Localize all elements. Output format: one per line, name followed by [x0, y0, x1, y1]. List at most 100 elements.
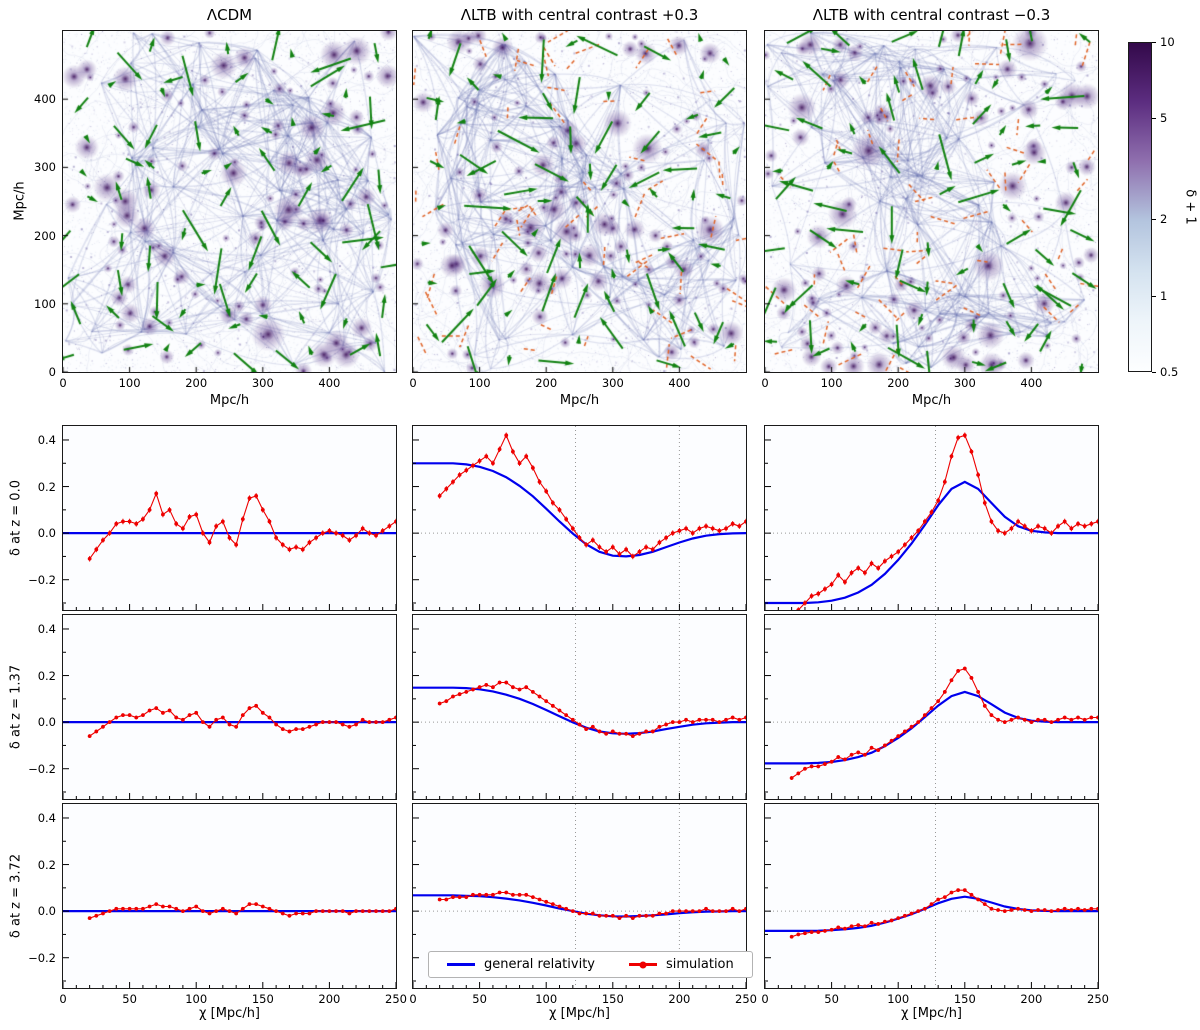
colorbar-tick-label: 1: [1160, 288, 1168, 303]
bottom-x-tick-label: 150: [953, 992, 976, 1006]
top-y-tick-label: 200: [34, 228, 56, 243]
legend-sim-line-swatch: [628, 961, 657, 968]
bottom-x-tick-label: 0: [761, 992, 769, 1006]
density-map-ltb-plus: [413, 31, 746, 372]
bottom-x-tick-label: 250: [385, 992, 407, 1006]
top-y-tick-label: 300: [34, 160, 56, 175]
top-x-tick-label: 0: [761, 376, 769, 390]
colorbar-tick-label: 5: [1160, 111, 1168, 126]
legend-sim-label: simulation: [665, 957, 734, 972]
colorbar-label: δ + 1: [1182, 189, 1198, 225]
panel-title-ltb-minus: ΛLTB with central contrast −0.3: [812, 6, 1051, 24]
colorbar-tick-mark: [1152, 219, 1156, 221]
colorbar-tick-label: 2: [1160, 212, 1168, 227]
top-x-tick-label: 100: [118, 376, 141, 390]
bottom-x-tick-label: 100: [185, 992, 208, 1006]
top-x-axis-label-1: Mpc/h: [209, 393, 250, 408]
bottom-x-tick-label: 0: [409, 992, 417, 1006]
bottom-x-axis-label-3: χ [Mpc/h]: [900, 1006, 963, 1021]
profile-panel-lcdm-z372: [62, 803, 397, 989]
gr-curve: [765, 480, 1098, 605]
legend-gr-line-swatch: [447, 963, 475, 966]
row-label-z372: δ at z = 3.72: [8, 853, 24, 939]
top-x-tick-label: 200: [887, 376, 910, 390]
bottom-y-tick-label: 0.2: [37, 857, 56, 872]
legend-item-gr: general relativity: [447, 957, 595, 972]
legend: general relativity simulation: [428, 951, 753, 978]
bottom-x-tick-label: 200: [668, 992, 691, 1006]
bottom-y-tick-label: 0.0: [37, 904, 56, 919]
top-x-tick-label: 100: [820, 376, 843, 390]
colorbar-tick-label: 10: [1160, 35, 1175, 49]
top-x-axis-label-2: Mpc/h: [559, 393, 600, 408]
bottom-x-tick-label: 200: [1020, 992, 1043, 1006]
top-x-tick-label: 300: [953, 376, 976, 390]
bottom-y-tick-label: 0.0: [37, 715, 56, 730]
gr-curve: [765, 895, 1098, 932]
legend-sim-dot: [639, 961, 647, 968]
profile-panel-ltbplus-z137: [412, 614, 747, 800]
top-x-tick-label: 300: [251, 376, 274, 390]
top-x-tick-label: 400: [668, 376, 691, 390]
profile-panel-ltbminus-z137: [764, 614, 1099, 800]
colorbar-tick-mark: [1152, 295, 1156, 297]
bottom-x-tick-label: 150: [601, 992, 624, 1006]
panel-title-ltb-plus: ΛLTB with central contrast +0.3: [460, 6, 699, 24]
row-label-z0: δ at z = 0.0: [8, 480, 24, 556]
top-x-tick-label: 100: [468, 376, 491, 390]
profile-panel-lcdm-z137: [62, 614, 397, 800]
legend-item-sim: simulation: [628, 957, 734, 972]
top-y-tick-label: 400: [34, 92, 56, 107]
colorbar-tick-mark: [1152, 42, 1156, 43]
bottom-y-tick-label: 0.2: [37, 479, 56, 494]
colorbar-tick-mark: [1152, 372, 1156, 373]
bottom-x-tick-label: 50: [472, 992, 487, 1006]
colorbar-tick-label: 0.5: [1160, 365, 1179, 379]
row-label-z137: δ at z = 1.37: [8, 664, 24, 750]
bottom-x-axis-label-1: χ [Mpc/h]: [198, 1006, 261, 1021]
bottom-x-tick-label: 250: [735, 992, 757, 1006]
top-x-tick-label: 0: [59, 376, 67, 390]
gr-curve: [413, 686, 746, 735]
gr-curve: [413, 462, 746, 558]
bottom-y-tick-label: −0.2: [28, 761, 56, 776]
top-x-tick-label: 0: [409, 376, 417, 390]
legend-gr-label: general relativity: [484, 957, 595, 972]
profile-panel-ltbminus-z372: [764, 803, 1099, 989]
simulation-curve: [797, 434, 1098, 610]
profile-panel-lcdm-z0: [62, 425, 397, 611]
bottom-x-axis-label-2: χ [Mpc/h]: [548, 1006, 611, 1021]
bottom-y-tick-label: 0.0: [37, 526, 56, 541]
colorbar-tick-mark: [1152, 118, 1156, 120]
bottom-y-tick-label: −0.2: [28, 572, 56, 587]
density-panel-ltb-minus: [764, 30, 1099, 373]
top-y-axis-label: Mpc/h: [12, 181, 28, 221]
density-map-lcdm: [63, 31, 396, 372]
simulation-curve: [89, 491, 396, 560]
bottom-y-tick-label: 0.4: [37, 810, 56, 825]
colorbar: [1128, 42, 1152, 372]
bottom-y-tick-label: −0.2: [28, 950, 56, 965]
top-y-tick-label: 0: [48, 365, 56, 379]
bottom-x-tick-label: 50: [122, 992, 137, 1006]
bottom-x-tick-label: 150: [251, 992, 274, 1006]
profile-panel-ltbplus-z0: [412, 425, 747, 611]
top-x-axis-label-3: Mpc/h: [911, 393, 952, 408]
top-x-tick-label: 200: [535, 376, 558, 390]
top-y-tick-label: 100: [34, 296, 56, 311]
bottom-x-tick-label: 250: [1087, 992, 1109, 1006]
density-panel-ltb-plus: [412, 30, 747, 373]
bottom-y-tick-label: 0.2: [37, 668, 56, 683]
density-map-ltb-minus: [765, 31, 1098, 372]
bottom-x-tick-label: 0: [59, 992, 67, 1006]
top-x-tick-label: 300: [601, 376, 624, 390]
gr-curve: [765, 690, 1098, 765]
bottom-y-tick-label: 0.4: [37, 621, 56, 636]
bottom-x-tick-label: 100: [887, 992, 910, 1006]
density-panel-lcdm: [62, 30, 397, 373]
bottom-x-tick-label: 50: [824, 992, 839, 1006]
profile-panel-ltbminus-z0: [764, 425, 1099, 611]
bottom-y-tick-label: 0.4: [37, 432, 56, 447]
bottom-x-tick-label: 100: [535, 992, 558, 1006]
